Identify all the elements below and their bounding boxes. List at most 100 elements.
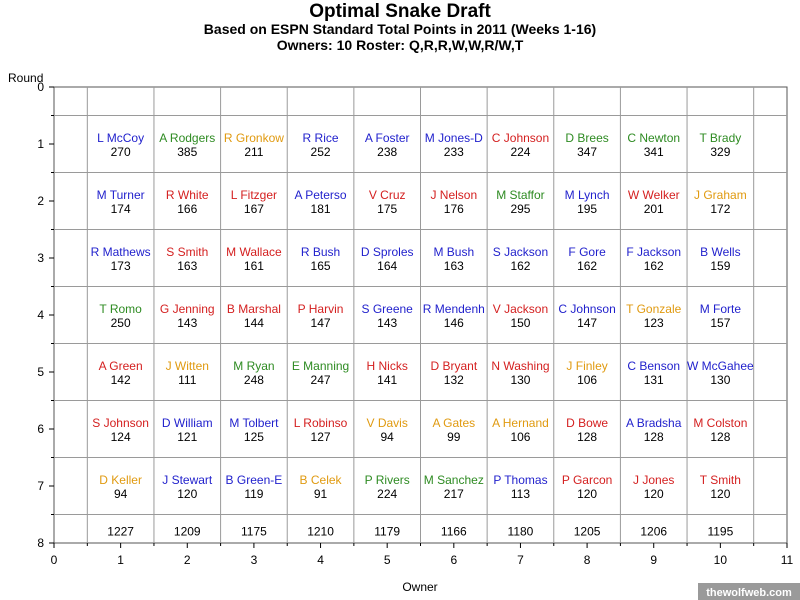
pick-player-points: 113 xyxy=(511,487,530,501)
pick-player-points: 161 xyxy=(244,259,264,273)
pick-player-name: E Manning xyxy=(292,359,349,373)
y-tick-label: 2 xyxy=(37,194,44,208)
pick-player-name: R Gronkow xyxy=(224,131,284,145)
chart-subtitle-line-2: Owners: 10 Roster: Q,R,R,W,W,R/W,T xyxy=(277,37,524,53)
pick-player-name: D Keller xyxy=(99,473,142,487)
pick-player-name: J Stewart xyxy=(162,473,213,487)
pick-player-name: R Rice xyxy=(303,131,339,145)
watermark-text: thewolfweb.com xyxy=(706,587,792,599)
pick-player-name: M Turner xyxy=(97,188,145,202)
x-tick-label: 5 xyxy=(384,553,391,567)
chart-title: Optimal Snake Draft xyxy=(309,1,491,22)
chart-subtitle-line-1: Based on ESPN Standard Total Points in 2… xyxy=(204,21,596,37)
owner-totals: 1227 1209 1175 1210 1179 1166 1180 1205 1206 1195 xyxy=(107,525,733,539)
pick-player-points: 181 xyxy=(311,202,331,216)
y-tick-label: 7 xyxy=(37,479,44,493)
pick-player-name: M Jones-D xyxy=(425,131,483,145)
pick-player-name: T Romo xyxy=(99,302,142,316)
pick-player-name: W McGahee xyxy=(687,359,754,373)
pick-player-name: P Garcon xyxy=(562,473,612,487)
pick-player-name: D Bryant xyxy=(430,359,477,373)
x-tick-label: 1 xyxy=(117,553,124,567)
pick-player-name: V Cruz xyxy=(369,188,406,202)
pick-player-points: 119 xyxy=(244,487,263,501)
owner-total-points: 1180 xyxy=(508,525,534,539)
pick-player-points: 164 xyxy=(377,259,397,273)
pick-player-points: 94 xyxy=(114,487,128,501)
pick-player-name: D William xyxy=(162,416,213,430)
y-tick-label: 1 xyxy=(37,137,44,151)
x-tick-label: 4 xyxy=(317,553,324,567)
pick-player-name: G Jenning xyxy=(160,302,215,316)
pick-player-name: D Bowe xyxy=(566,416,608,430)
pick-player-name: T Gonzale xyxy=(626,302,681,316)
pick-player-name: B Green-E xyxy=(226,473,283,487)
pick-player-name: M Tolbert xyxy=(229,416,279,430)
pick-player-points: 142 xyxy=(111,373,131,387)
pick-player-points: 91 xyxy=(314,487,328,501)
pick-player-name: C Johnson xyxy=(492,131,549,145)
pick-player-name: B Wells xyxy=(700,245,740,259)
pick-player-points: 247 xyxy=(311,373,331,387)
pick-player-points: 146 xyxy=(444,316,464,330)
pick-player-points: 143 xyxy=(377,316,397,330)
pick-player-points: 120 xyxy=(710,487,730,501)
pick-player-points: 295 xyxy=(510,202,530,216)
y-tick-label: 5 xyxy=(37,365,44,379)
pick-player-name: W Welker xyxy=(628,188,680,202)
x-tick-label: 0 xyxy=(51,553,58,567)
owner-total-points: 1195 xyxy=(707,525,733,539)
pick-player-points: 130 xyxy=(710,373,730,387)
pick-player-name: M Staffor xyxy=(496,188,544,202)
pick-player-name: J Witten xyxy=(166,359,209,373)
y-axis-label: Round xyxy=(8,71,43,85)
pick-player-name: A Rodgers xyxy=(159,131,215,145)
pick-player-name: P Thomas xyxy=(493,473,547,487)
pick-player-points: 123 xyxy=(644,316,664,330)
pick-player-name: M Forte xyxy=(700,302,742,316)
x-tick-label: 11 xyxy=(781,553,794,567)
pick-player-points: 157 xyxy=(710,316,730,330)
pick-player-name: S Smith xyxy=(166,245,208,259)
pick-player-name: J Graham xyxy=(694,188,747,202)
pick-player-name: M Sanchez xyxy=(424,473,484,487)
owner-total-points: 1209 xyxy=(174,525,201,539)
pick-player-points: 347 xyxy=(577,145,597,159)
pick-player-name: D Sproles xyxy=(361,245,414,259)
pick-player-name: A Foster xyxy=(365,131,410,145)
pick-player-points: 121 xyxy=(177,430,197,444)
y-tick-label: 4 xyxy=(37,308,44,322)
x-tick-label: 7 xyxy=(517,553,524,567)
pick-player-name: M Ryan xyxy=(233,359,274,373)
pick-player-points: 120 xyxy=(577,487,597,501)
y-tick-label: 6 xyxy=(37,422,44,436)
pick-player-name: D Brees xyxy=(565,131,608,145)
pick-player-points: 124 xyxy=(111,430,131,444)
pick-player-points: 111 xyxy=(178,373,197,387)
pick-player-points: 252 xyxy=(311,145,331,159)
pick-player-points: 127 xyxy=(311,430,331,444)
pick-player-points: 217 xyxy=(444,487,464,501)
pick-player-name: L Robinso xyxy=(294,416,348,430)
x-tick-label: 8 xyxy=(584,553,591,567)
pick-player-points: 147 xyxy=(577,316,597,330)
pick-player-name: N Washing xyxy=(491,359,549,373)
pick-player-points: 128 xyxy=(644,430,664,444)
pick-player-name: M Lynch xyxy=(565,188,610,202)
pick-player-name: R Mathews xyxy=(91,245,151,259)
pick-player-points: 131 xyxy=(644,373,664,387)
owner-total-points: 1227 xyxy=(107,525,134,539)
owner-total-points: 1179 xyxy=(374,525,400,539)
pick-player-name: J Nelson xyxy=(430,188,477,202)
watermark-background xyxy=(698,583,800,600)
pick-player-name: M Bush xyxy=(433,245,474,259)
pick-player-points: 120 xyxy=(644,487,664,501)
pick-player-points: 132 xyxy=(444,373,464,387)
pick-player-points: 163 xyxy=(444,259,464,273)
pick-player-points: 147 xyxy=(311,316,331,330)
pick-player-name: M Colston xyxy=(693,416,747,430)
y-tick-label: 8 xyxy=(37,536,44,550)
x-axis-label: Owner xyxy=(402,580,437,594)
pick-player-name: V Jackson xyxy=(493,302,548,316)
pick-player-points: 144 xyxy=(244,316,264,330)
